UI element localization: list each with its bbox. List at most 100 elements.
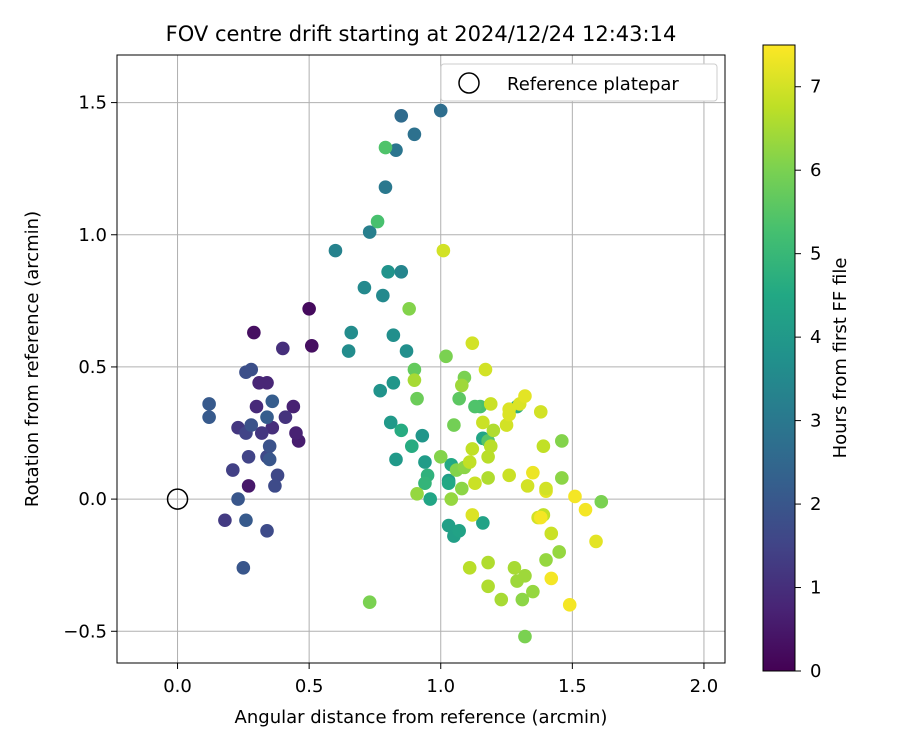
data-point: [218, 513, 232, 528]
y-tick-label: 0.0: [78, 489, 107, 510]
data-point: [244, 362, 259, 377]
data-point: [265, 420, 280, 435]
data-point: [452, 391, 466, 406]
data-point: [386, 375, 401, 390]
x-tick-label: 0.5: [295, 676, 324, 697]
data-point: [462, 561, 477, 575]
data-point: [418, 455, 432, 469]
data-point: [276, 341, 290, 356]
data-point: [452, 524, 466, 538]
x-tick-label: 1.5: [558, 676, 587, 697]
data-point: [328, 243, 343, 258]
data-point: [533, 510, 548, 525]
data-point: [433, 450, 448, 464]
data-point: [202, 397, 216, 411]
data-point: [454, 481, 469, 496]
data-point: [362, 595, 377, 609]
data-point: [418, 476, 432, 491]
data-point: [539, 481, 553, 496]
data-point: [462, 455, 477, 469]
data-point: [454, 378, 469, 393]
y-axis-ticks: −0.5 0.0 0.5 1.0 1.5: [63, 93, 117, 642]
data-point: [378, 180, 393, 194]
data-point: [262, 452, 277, 467]
data-point: [289, 426, 303, 440]
data-point: [481, 450, 495, 464]
legend-label: Reference platepar: [507, 74, 679, 95]
data-point: [302, 301, 316, 316]
data-point: [262, 439, 277, 454]
colorbar-gradient: [762, 44, 796, 672]
data-point: [499, 418, 514, 432]
data-point: [252, 375, 266, 390]
colorbar-tick-label: 5: [810, 244, 821, 265]
data-point: [562, 598, 577, 612]
data-point: [578, 502, 593, 517]
data-point: [239, 513, 253, 528]
data-point: [270, 468, 285, 483]
data-point: [226, 463, 240, 477]
data-point: [241, 479, 256, 493]
data-point: [386, 328, 401, 343]
data-point: [441, 518, 456, 533]
data-point: [502, 402, 516, 417]
data-point: [518, 389, 532, 403]
data-point: [344, 325, 359, 340]
data-point: [533, 405, 548, 419]
colorbar-tick-label: 0: [810, 661, 821, 682]
data-point: [476, 516, 490, 530]
legend-box: [440, 63, 718, 102]
data-point: [447, 418, 461, 432]
data-point: [286, 399, 301, 414]
data-point: [510, 574, 524, 588]
data-point: [465, 336, 480, 350]
data-point: [568, 489, 582, 504]
data-point: [373, 383, 388, 398]
data-point: [465, 442, 480, 456]
y-tick-label: 1.0: [78, 225, 107, 246]
data-point: [483, 397, 498, 411]
data-point: [423, 492, 438, 506]
data-point: [404, 439, 419, 454]
y-axis-label: Rotation from reference (arcmin): [22, 211, 43, 507]
data-point: [394, 109, 409, 123]
data-point: [436, 243, 451, 258]
data-point: [483, 439, 498, 454]
data-point: [231, 492, 245, 506]
data-point: [415, 428, 430, 443]
data-point: [544, 571, 559, 586]
data-point: [265, 394, 280, 409]
data-point: [370, 214, 385, 229]
data-point: [247, 325, 261, 340]
data-point: [444, 492, 459, 506]
data-point: [362, 225, 377, 239]
colorbar-label: Hours from first FF file: [830, 258, 851, 459]
plot-area: 0.0 0.5 1.0 1.5 2.0 −0.5 0.0 0.5 1.0 1.5 Referen…: [63, 54, 726, 697]
legend-marker-icon: [458, 72, 480, 94]
data-point: [494, 592, 509, 607]
data-point: [468, 399, 482, 414]
data-point: [278, 410, 293, 424]
data-point: [407, 127, 422, 142]
scatter-points: [202, 103, 609, 644]
data-point: [433, 103, 448, 118]
x-tick-label: 1.0: [426, 676, 455, 697]
data-point: [468, 476, 482, 491]
plot-frame: [116, 54, 726, 664]
data-point: [539, 553, 553, 567]
grid: [117, 55, 725, 663]
y-tick-label: −0.5: [63, 621, 107, 642]
data-point: [260, 524, 274, 538]
data-point: [249, 399, 264, 414]
data-point: [254, 426, 269, 440]
data-point: [394, 423, 409, 438]
data-point: [394, 264, 409, 279]
data-point: [202, 410, 216, 424]
data-point: [526, 465, 540, 480]
data-point: [594, 494, 609, 509]
reference-platepar-marker: [166, 488, 189, 510]
data-point: [536, 439, 551, 454]
x-tick-label: 0.0: [163, 676, 192, 697]
data-point: [399, 344, 414, 358]
